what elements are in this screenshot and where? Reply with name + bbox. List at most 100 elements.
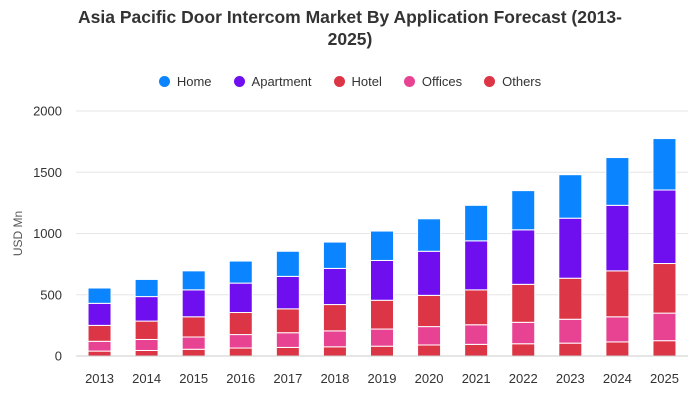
legend-label-others: Others [502, 74, 542, 89]
bar-segment [464, 289, 489, 326]
legend-item-home[interactable]: Home [158, 74, 212, 89]
bar-segment [322, 304, 347, 332]
bar-segment [275, 332, 300, 348]
chart-title-line2: 2025) [327, 29, 373, 49]
bar-segment [511, 343, 536, 357]
bar-segment [464, 204, 489, 242]
bar-stack [605, 157, 630, 357]
bar-segment [275, 346, 300, 357]
bar-segment [605, 270, 630, 318]
legend-item-others[interactable]: Others [484, 74, 541, 89]
bar-segment [558, 318, 583, 344]
x-tick-label: 2022 [509, 371, 538, 386]
legend-swatch-apartment [233, 76, 245, 87]
x-tick-label: 2015 [179, 371, 208, 386]
bar-segment [134, 296, 159, 322]
bar-segment [370, 230, 394, 261]
bar-segment [417, 344, 442, 357]
legend-label-home: Home [176, 74, 212, 89]
bar-segment [322, 346, 347, 357]
x-tick-label: 2013 [85, 371, 114, 386]
x-tick-label: 2024 [603, 371, 632, 386]
bar-stack [558, 174, 583, 357]
legend-label-hotel: Hotel [351, 74, 382, 89]
legend-item-apartment[interactable]: Apartment [233, 74, 312, 89]
chart-title-line1: Asia Pacific Door Intercom Market By App… [78, 7, 622, 27]
bar-segment [275, 308, 300, 334]
y-tick-label: 500 [40, 287, 62, 302]
bar-stack [370, 230, 394, 357]
y-tick-label: 0 [55, 349, 62, 364]
x-tick-label: 2019 [368, 371, 397, 386]
bar-segment [417, 250, 442, 296]
legend-item-offices[interactable]: Offices [403, 74, 463, 89]
bar-segment [228, 312, 253, 336]
bar-segment [87, 302, 112, 326]
y-tick-label: 2000 [33, 104, 62, 119]
bar-segment [652, 138, 677, 191]
bar-segment [417, 294, 442, 328]
bar-segment [558, 277, 583, 320]
bar-segment [370, 345, 394, 357]
bar-segment [370, 328, 394, 347]
bar-stack [322, 241, 347, 357]
x-tick-label: 2018 [320, 371, 349, 386]
bar-segment [275, 250, 300, 277]
bar-segment [417, 326, 442, 346]
legend-item-hotel[interactable]: Hotel [333, 74, 382, 89]
bar-segment [652, 340, 677, 357]
bar-segment [558, 174, 583, 219]
x-tick-label: 2023 [556, 371, 585, 386]
legend-swatch-home [158, 76, 170, 87]
bar-segment [605, 341, 630, 357]
bar-segment [605, 316, 630, 343]
bar-segment [464, 240, 489, 291]
bar-segment [181, 316, 206, 338]
bar-segment [228, 282, 253, 314]
bar-segment [87, 287, 112, 304]
bar-segment [181, 270, 206, 291]
bar-segment [417, 218, 442, 252]
bar-segment [370, 299, 394, 330]
bar-segment [322, 330, 347, 348]
bar-segment [605, 204, 630, 272]
bar-segment [652, 263, 677, 314]
y-tick-label: 1000 [33, 226, 62, 241]
bar-stack [511, 190, 536, 357]
x-tick-label: 2025 [650, 371, 679, 386]
bar-segment [134, 320, 159, 340]
bar-stack [275, 250, 300, 357]
legend-swatch-offices [403, 76, 415, 87]
bar-stack [417, 218, 442, 357]
x-tick-label: 2016 [226, 371, 255, 386]
legend-label-apartment: Apartment [251, 74, 312, 89]
x-tick-label: 2017 [273, 371, 302, 386]
legend-label-offices: Offices [421, 74, 463, 89]
bar-segment [558, 342, 583, 357]
bar-stack [228, 260, 253, 357]
bar-segment [275, 275, 300, 310]
bar-segment [511, 283, 536, 323]
x-tick-label: 2020 [415, 371, 444, 386]
bar-segment [181, 348, 206, 357]
x-tick-label: 2021 [462, 371, 491, 386]
bar-segment [134, 349, 159, 357]
chart-title: Asia Pacific Door Intercom Market By App… [0, 6, 700, 50]
legend-swatch-hotel [333, 76, 345, 87]
bar-segment [370, 259, 394, 301]
bar-segment [181, 336, 206, 350]
bar-segment [87, 340, 112, 352]
bar-segment [87, 324, 112, 342]
bar-segment [464, 324, 489, 345]
y-axis-title: USD Mn [11, 211, 25, 256]
bar-segment [228, 334, 253, 349]
bar-segment [134, 278, 159, 298]
bar-segment [558, 217, 583, 279]
x-tick-label: 2014 [132, 371, 161, 386]
bar-segment [605, 157, 630, 206]
y-tick-label: 1500 [33, 165, 62, 180]
bar-segment [181, 289, 206, 318]
bar-stack [652, 138, 677, 357]
bar-segment [511, 190, 536, 231]
